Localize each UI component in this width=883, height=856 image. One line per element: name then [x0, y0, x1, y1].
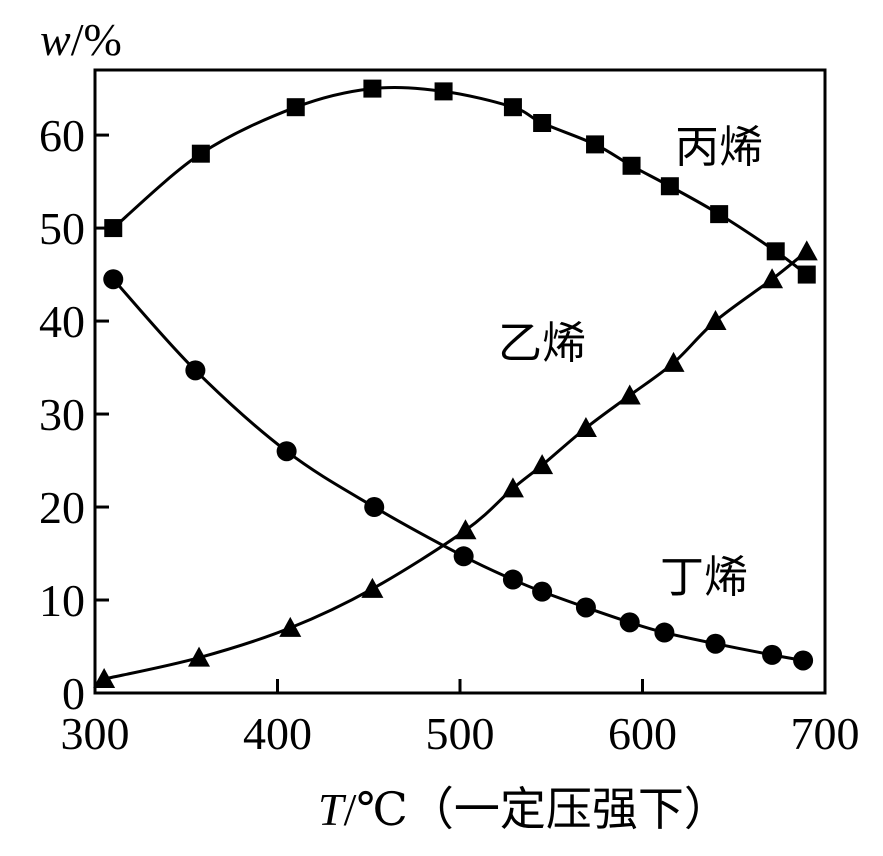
- ethylene-marker: [618, 384, 641, 405]
- propylene-marker: [363, 79, 382, 98]
- butene-marker: [185, 360, 206, 381]
- x-axis-ticks: 300 400 500 600 700: [61, 679, 860, 759]
- propylene-marker: [191, 144, 210, 163]
- y-tick-label: 10: [39, 575, 85, 626]
- butene-marker: [705, 633, 726, 654]
- butene-marker: [575, 597, 596, 618]
- propylene-marker: [710, 205, 729, 224]
- curve-propylene: [112, 85, 808, 276]
- ethylene-marker: [454, 519, 477, 540]
- series-label-propylene: 丙烯: [675, 122, 763, 173]
- butene-marker: [103, 269, 124, 290]
- x-tick-label: 700: [791, 708, 860, 759]
- y-tick-label: 50: [39, 203, 85, 254]
- series-label-butene: 丁烯: [660, 552, 748, 603]
- ethylene-marker: [761, 268, 784, 289]
- butene-marker: [453, 546, 474, 567]
- ethylene-marker: [531, 454, 554, 475]
- butene-marker: [502, 569, 523, 590]
- x-axis-label: T/℃（一定压强下）: [318, 784, 730, 835]
- ethylene-marker: [795, 240, 818, 261]
- x-axis-unit: /℃（一定压强下）: [344, 784, 730, 835]
- series-label-ethylene: 乙烯: [498, 318, 586, 369]
- ethylene-marker: [361, 577, 384, 598]
- x-tick-label: 600: [608, 708, 677, 759]
- butene-marker: [364, 497, 385, 518]
- y-tick-label: 20: [39, 482, 85, 533]
- ethylene-marker: [188, 646, 211, 667]
- y-tick-label: 30: [39, 389, 85, 440]
- series-markers: [93, 79, 818, 689]
- propylene-marker: [503, 98, 522, 117]
- ethylene-marker: [279, 616, 302, 637]
- y-tick-label: 0: [62, 668, 85, 719]
- ethylene-marker: [501, 477, 524, 498]
- propylene-marker: [660, 177, 679, 196]
- y-tick-label: 60: [39, 110, 85, 161]
- butene-marker: [619, 612, 640, 633]
- ethylene-marker: [93, 668, 116, 689]
- propylene-marker: [797, 265, 816, 284]
- curve-ethylene: [103, 250, 808, 681]
- ethylene-marker: [704, 310, 727, 331]
- propylene-marker: [286, 98, 305, 117]
- butene-marker: [762, 644, 783, 665]
- propylene-marker: [434, 82, 453, 101]
- y-tick-label: 40: [39, 296, 85, 347]
- y-axis-ticks: 0 10 20 30 40 50 60: [39, 110, 109, 719]
- butene-marker: [654, 622, 675, 643]
- x-tick-label: 500: [426, 708, 495, 759]
- butene-marker: [276, 441, 297, 462]
- propylene-marker: [586, 135, 605, 154]
- ethylene-marker: [574, 416, 597, 437]
- y-axis-label: w/%: [40, 14, 122, 65]
- x-tick-label: 400: [243, 708, 312, 759]
- propylene-marker: [766, 242, 785, 261]
- y-axis-variable: w: [40, 14, 71, 65]
- propylene-marker: [622, 156, 641, 175]
- butene-marker: [793, 650, 814, 671]
- ethylene-marker: [662, 351, 685, 372]
- butene-marker: [532, 581, 553, 602]
- y-axis-unit: /%: [71, 14, 122, 65]
- x-axis-variable: T: [318, 784, 347, 835]
- propylene-marker: [104, 219, 123, 238]
- propylene-marker: [533, 114, 552, 133]
- x-tick-label: 300: [61, 708, 130, 759]
